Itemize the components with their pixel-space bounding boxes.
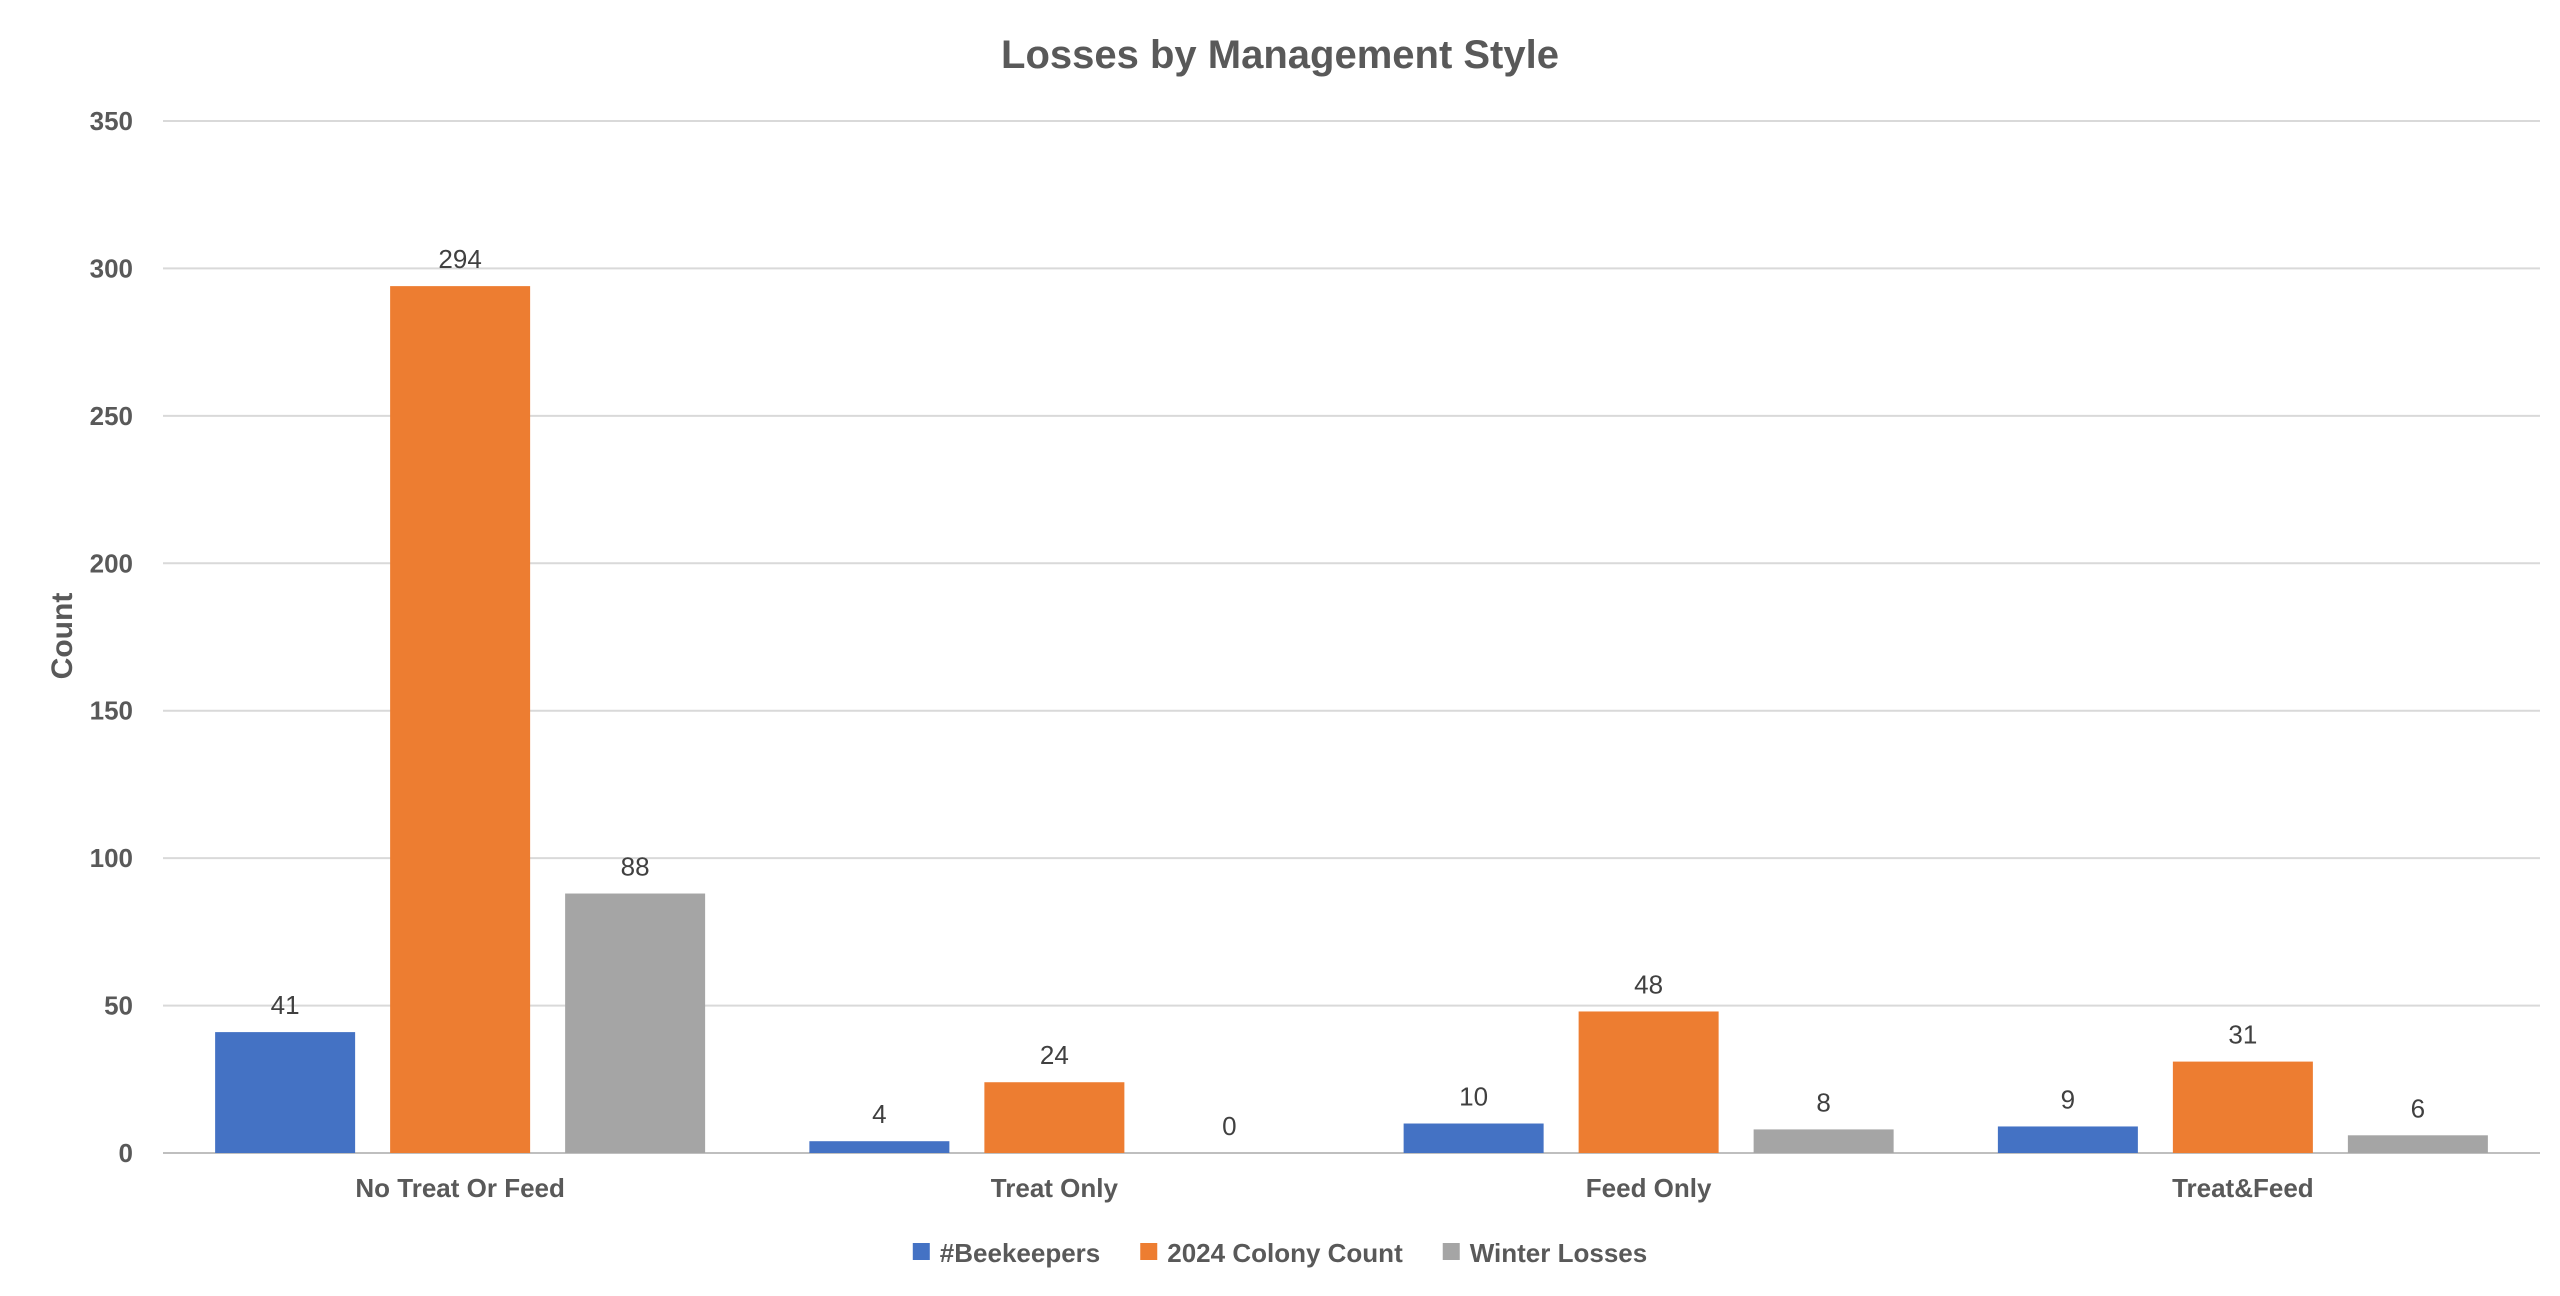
data-label: 10 (1459, 1082, 1488, 1112)
bar-2-1 (390, 286, 531, 1153)
data-label: 48 (1634, 969, 1663, 999)
data-label: 294 (438, 244, 481, 274)
category-label: No Treat Or Feed (355, 1173, 565, 1203)
data-label: 0 (1222, 1111, 1236, 1141)
bar-1-3 (1403, 1123, 1544, 1153)
legend-swatch (912, 1243, 930, 1260)
bar-1-2 (809, 1141, 950, 1153)
category-label: Feed Only (1586, 1173, 1712, 1203)
y-axis: 0 50 100 150 200 250 300 350 (90, 106, 133, 1168)
data-label: 4 (872, 1099, 886, 1129)
category-label: Treat&Feed (2172, 1173, 2314, 1203)
y-tick-label: 0 (119, 1138, 133, 1168)
y-tick-label: 50 (104, 991, 133, 1021)
data-label: 8 (1816, 1087, 1830, 1117)
bar-3-1 (565, 893, 706, 1153)
data-label: 88 (621, 852, 650, 882)
data-labels: 41 294 88 4 24 0 10 48 8 9 31 6 (271, 244, 2425, 1141)
y-tick-label: 100 (90, 843, 133, 873)
y-axis-title: Count (46, 593, 79, 680)
legend: #Beekeepers 2024 Colony Count Winter Losse… (912, 1238, 1647, 1268)
legend-label: 2024 Colony Count (1167, 1238, 1403, 1268)
legend-label: #Beekeepers (940, 1238, 1100, 1268)
bar-1-1 (215, 1032, 356, 1153)
data-label: 31 (2228, 1020, 2257, 1050)
x-axis: No Treat Or Feed Treat Only Feed Only Treat… (355, 1173, 2313, 1203)
bar-2-3 (1578, 1011, 1719, 1153)
data-label: 9 (2061, 1084, 2075, 1114)
bar-2-2 (984, 1082, 1125, 1153)
data-label: 6 (2411, 1093, 2425, 1123)
bars (215, 286, 2488, 1153)
legend-label: Winter Losses (1470, 1238, 1647, 1268)
y-tick-label: 250 (90, 401, 133, 431)
bar-2-4 (2172, 1061, 2313, 1153)
gridlines (163, 120, 2540, 1154)
y-tick-label: 200 (90, 548, 133, 578)
legend-swatch (1140, 1243, 1158, 1260)
bar-3-3 (1753, 1129, 1894, 1153)
category-label: Treat Only (991, 1173, 1119, 1203)
legend-swatch (1442, 1243, 1460, 1260)
y-tick-label: 150 (90, 696, 133, 726)
chart-title: Losses by Management Style (1001, 33, 1559, 77)
data-label: 24 (1040, 1040, 1069, 1070)
y-tick-label: 300 (90, 253, 133, 283)
data-label: 41 (271, 990, 300, 1020)
bar-1-4 (1997, 1126, 2138, 1153)
bar-3-4 (2347, 1135, 2488, 1153)
y-tick-label: 350 (90, 106, 133, 136)
